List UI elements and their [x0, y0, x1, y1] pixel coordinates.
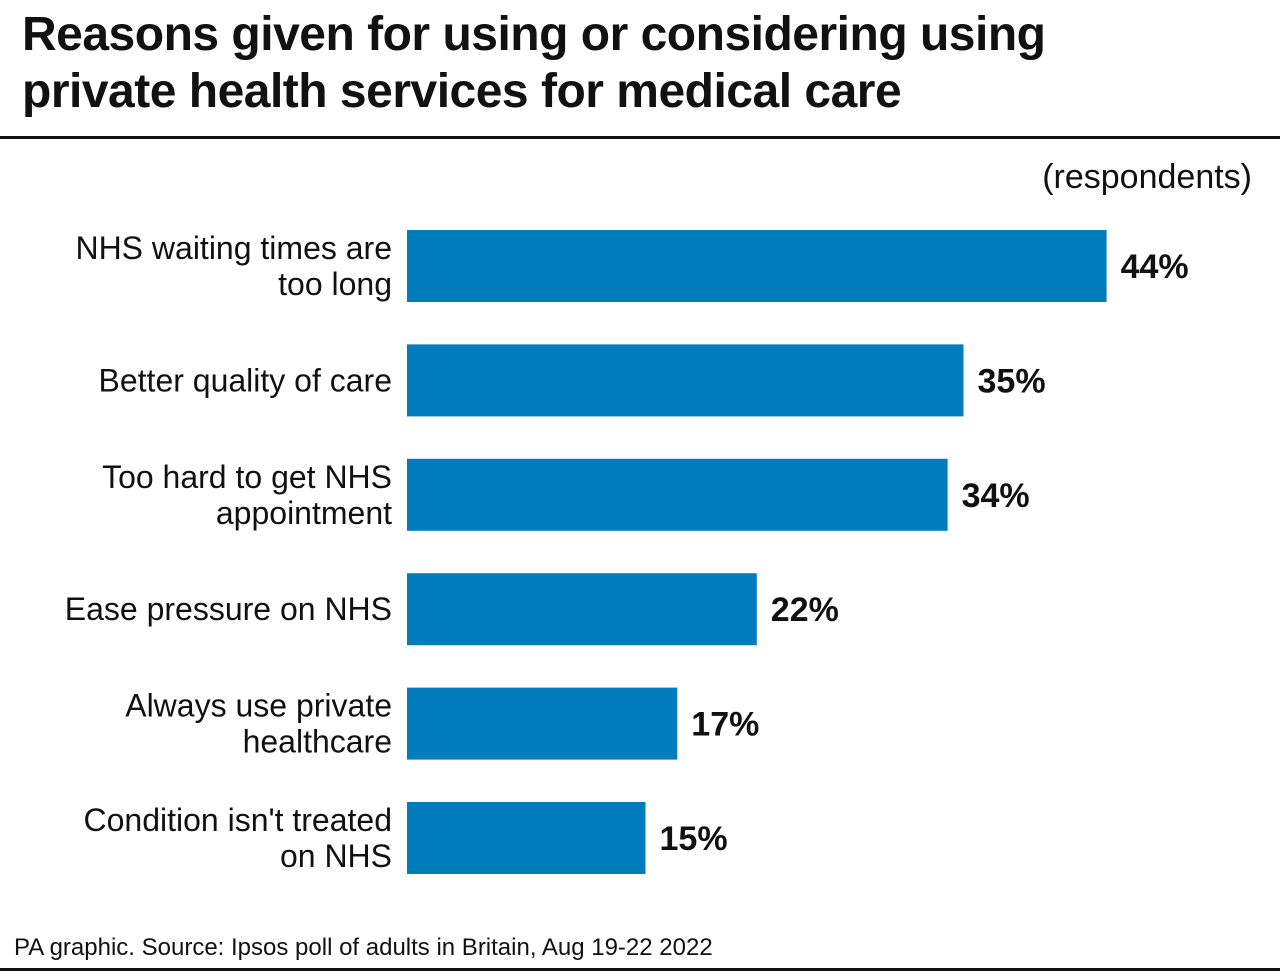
value-label: 15%: [660, 820, 728, 858]
category-label-line: Ease pressure on NHS: [65, 591, 392, 627]
category-label-line: Too hard to get NHS: [102, 459, 392, 495]
chart-title: Reasons given for using or considering u…: [22, 6, 1262, 120]
category-label: Condition isn't treated on NHS: [83, 802, 392, 874]
value-label: 35%: [978, 362, 1046, 400]
value-label: 34%: [962, 477, 1030, 515]
category-label: Better quality of care: [99, 362, 392, 398]
bar: [407, 802, 646, 874]
value-label: 17%: [691, 706, 759, 744]
source-note: PA graphic. Source: Ipsos poll of adults…: [14, 934, 713, 961]
category-label: Too hard to get NHS appointment: [102, 459, 392, 531]
value-label: 22%: [771, 591, 839, 629]
category-label-line: on NHS: [280, 838, 392, 874]
top-divider: [0, 136, 1280, 139]
bar: [407, 573, 757, 646]
category-label-line: too long: [278, 266, 392, 302]
unit-note: (respondents): [1042, 158, 1252, 196]
title-line-1: Reasons given for using or considering u…: [22, 8, 1046, 61]
category-label-line: NHS waiting times are: [75, 230, 392, 266]
category-label-line: Always use private: [125, 688, 392, 724]
category-label: Ease pressure on NHS: [65, 591, 392, 627]
category-label-line: Condition isn't treated: [83, 802, 392, 838]
bar: [407, 458, 948, 531]
category-label-line: Better quality of care: [99, 362, 392, 398]
bar: [407, 344, 964, 417]
category-label-line: appointment: [216, 495, 392, 531]
title-line-2: private health services for medical care: [22, 65, 902, 118]
category-label: NHS waiting times are too long: [75, 230, 392, 302]
bar: [407, 230, 1107, 302]
value-label: 44%: [1121, 248, 1189, 286]
bar: [407, 687, 678, 760]
category-label-line: healthcare: [243, 724, 392, 760]
category-label: Always use private healthcare: [125, 688, 392, 760]
bottom-divider: [0, 968, 1280, 971]
